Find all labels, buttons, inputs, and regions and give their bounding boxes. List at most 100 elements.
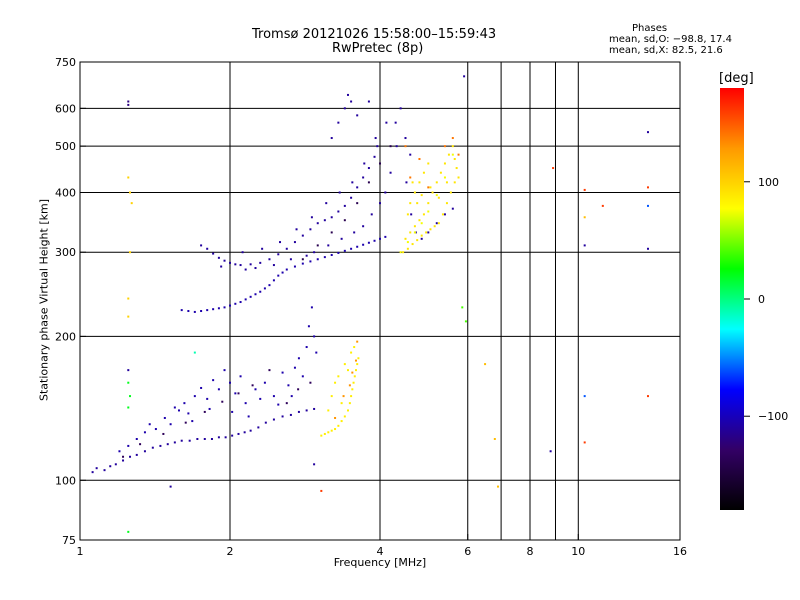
data-point bbox=[249, 429, 252, 432]
data-point bbox=[244, 402, 247, 405]
chart-title: Tromsø 20121026 15:58:00–15:59:43 bbox=[252, 27, 497, 42]
data-point bbox=[646, 131, 649, 134]
data-point bbox=[409, 202, 412, 205]
data-point bbox=[268, 258, 271, 261]
data-point bbox=[309, 381, 312, 384]
data-point bbox=[334, 381, 337, 384]
data-point bbox=[464, 320, 467, 323]
data-point bbox=[399, 107, 402, 110]
data-point bbox=[325, 202, 328, 205]
data-point bbox=[346, 93, 349, 96]
data-point bbox=[173, 441, 176, 444]
data-point bbox=[410, 213, 413, 216]
data-point bbox=[295, 228, 298, 231]
data-point bbox=[231, 434, 234, 437]
data-point bbox=[229, 261, 231, 264]
data-point bbox=[451, 137, 454, 140]
data-point bbox=[395, 145, 398, 148]
data-point bbox=[323, 256, 326, 259]
data-point bbox=[363, 162, 366, 165]
data-point bbox=[263, 381, 266, 384]
data-point bbox=[254, 293, 257, 296]
data-point bbox=[493, 437, 496, 440]
data-point bbox=[433, 225, 436, 228]
data-point bbox=[425, 231, 428, 234]
data-point bbox=[159, 444, 162, 447]
data-point bbox=[310, 306, 313, 309]
data-point bbox=[453, 181, 456, 184]
x-tick-label: 16 bbox=[673, 545, 687, 558]
data-point bbox=[484, 363, 487, 366]
data-point bbox=[310, 216, 313, 219]
data-point bbox=[367, 167, 370, 170]
data-point bbox=[223, 259, 226, 262]
data-point bbox=[254, 388, 257, 391]
data-point bbox=[409, 153, 412, 156]
y-tick-label: 600 bbox=[55, 102, 76, 115]
data-point bbox=[348, 402, 351, 405]
data-point bbox=[221, 400, 224, 403]
data-point bbox=[441, 213, 444, 216]
colorbar-tick-label: 100 bbox=[758, 176, 779, 189]
data-point bbox=[277, 274, 280, 277]
data-point bbox=[285, 247, 288, 250]
data-point bbox=[353, 346, 356, 349]
data-point bbox=[139, 443, 142, 446]
x-axis-label: Frequency [MHz] bbox=[333, 556, 427, 569]
data-point bbox=[289, 413, 292, 416]
data-point bbox=[135, 453, 138, 456]
data-point bbox=[285, 402, 288, 405]
y-tick-label: 200 bbox=[55, 330, 76, 343]
data-point bbox=[384, 191, 387, 194]
data-point bbox=[320, 489, 323, 492]
data-point bbox=[293, 265, 296, 268]
data-point bbox=[552, 167, 555, 170]
data-point bbox=[351, 388, 354, 391]
data-point bbox=[281, 371, 284, 374]
data-point bbox=[231, 410, 234, 413]
data-point bbox=[334, 416, 337, 419]
data-point bbox=[431, 191, 434, 194]
data-point bbox=[188, 439, 191, 442]
data-point bbox=[103, 469, 106, 472]
data-point bbox=[420, 194, 423, 197]
data-point bbox=[583, 244, 586, 247]
data-point bbox=[290, 395, 293, 398]
data-point bbox=[435, 194, 438, 197]
data-point bbox=[340, 420, 343, 423]
data-point bbox=[350, 351, 353, 354]
data-point bbox=[384, 235, 387, 238]
data-point bbox=[127, 530, 130, 533]
data-point bbox=[405, 181, 408, 184]
phase-stats-x: mean, sd,X: 82.5, 21.6 bbox=[609, 45, 723, 56]
data-point bbox=[323, 432, 326, 435]
colorbar bbox=[720, 88, 744, 510]
data-point bbox=[309, 228, 312, 231]
data-point bbox=[254, 267, 257, 270]
data-point bbox=[413, 191, 416, 194]
data-point bbox=[109, 465, 112, 468]
data-point bbox=[173, 406, 176, 409]
data-point bbox=[404, 145, 407, 148]
data-point bbox=[340, 237, 343, 240]
data-point bbox=[352, 381, 355, 384]
data-point bbox=[413, 231, 416, 234]
data-point bbox=[279, 241, 282, 244]
data-point bbox=[385, 121, 388, 124]
data-point bbox=[259, 261, 262, 264]
data-point bbox=[367, 181, 370, 184]
data-point bbox=[187, 412, 190, 415]
data-point bbox=[307, 325, 310, 328]
data-point bbox=[343, 249, 346, 252]
data-point bbox=[268, 284, 271, 287]
data-point bbox=[451, 153, 454, 156]
data-point bbox=[437, 222, 440, 225]
data-point bbox=[327, 244, 330, 247]
data-point bbox=[264, 421, 267, 424]
data-point bbox=[313, 407, 316, 410]
data-point bbox=[313, 335, 316, 338]
data-point bbox=[404, 137, 407, 140]
data-point bbox=[362, 225, 365, 228]
data-point bbox=[356, 202, 359, 205]
